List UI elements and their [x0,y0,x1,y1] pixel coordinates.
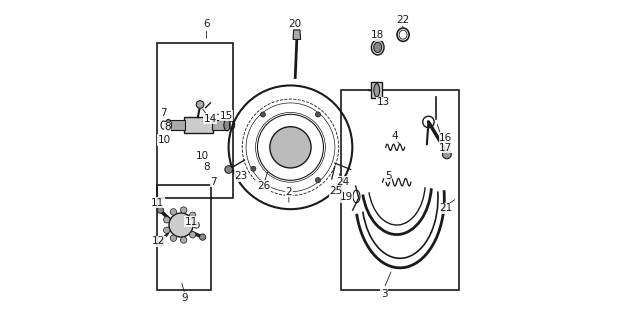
Text: 11: 11 [184,217,198,227]
Text: 6: 6 [203,19,210,28]
Text: 15: 15 [220,111,233,121]
Circle shape [316,178,321,183]
Text: 20: 20 [288,19,302,28]
Text: 22: 22 [396,15,409,25]
Text: 19: 19 [339,192,353,202]
Polygon shape [184,117,213,133]
Text: 7: 7 [210,177,217,187]
Text: 14: 14 [204,114,217,124]
Text: 7: 7 [160,108,167,118]
Circle shape [157,207,163,213]
Text: 4: 4 [392,131,399,141]
Circle shape [316,112,321,117]
Circle shape [163,227,170,233]
Circle shape [170,235,176,241]
Circle shape [196,101,204,108]
Text: 10: 10 [158,135,171,145]
Circle shape [189,232,196,238]
Ellipse shape [165,119,171,131]
Text: 10: 10 [196,151,209,161]
Text: 25: 25 [329,186,342,196]
Text: 11: 11 [151,198,165,208]
Text: 8: 8 [164,122,171,132]
Bar [157,43,233,198]
Polygon shape [371,82,383,98]
Circle shape [181,237,187,243]
Ellipse shape [374,42,382,52]
Ellipse shape [371,40,384,55]
Text: 3: 3 [381,289,387,299]
Bar [157,185,211,290]
Text: 13: 13 [376,97,390,107]
Polygon shape [293,30,301,39]
Bar [341,90,459,290]
Circle shape [443,150,451,159]
Text: 18: 18 [371,30,384,40]
Text: 16: 16 [439,133,452,143]
Text: 24: 24 [336,177,350,187]
Polygon shape [157,241,163,245]
Text: 12: 12 [152,236,165,246]
Circle shape [225,166,232,173]
Text: 26: 26 [257,181,270,191]
Ellipse shape [224,119,230,131]
Circle shape [261,112,266,117]
Circle shape [163,217,170,223]
Circle shape [251,166,256,171]
Text: 21: 21 [439,203,452,213]
Circle shape [170,209,176,215]
Text: 23: 23 [235,172,248,181]
Circle shape [169,213,193,237]
Circle shape [193,222,199,228]
Text: 17: 17 [439,143,452,153]
Text: 2: 2 [285,187,292,197]
Circle shape [181,207,187,213]
Circle shape [199,234,206,240]
Ellipse shape [374,84,379,97]
Polygon shape [168,120,185,131]
Circle shape [270,127,311,168]
Circle shape [189,212,196,219]
Text: 8: 8 [203,162,210,172]
Polygon shape [212,120,227,131]
Text: 5: 5 [385,172,391,181]
Text: 9: 9 [182,293,188,303]
